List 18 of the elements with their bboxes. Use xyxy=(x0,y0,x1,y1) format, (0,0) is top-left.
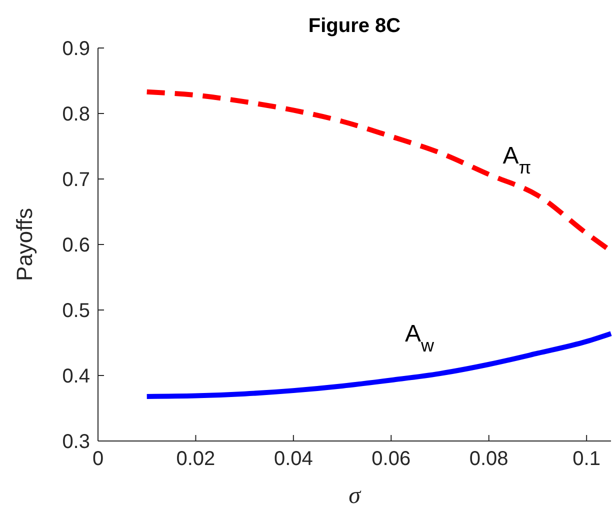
x-axis-title: σ xyxy=(348,483,362,509)
y-tick-label: 0.5 xyxy=(62,300,90,322)
y-tick-label: 0.8 xyxy=(62,104,90,126)
x-tick-label: 0.08 xyxy=(469,448,508,470)
series-label: A$_{w}$ xyxy=(405,320,436,356)
series-label: A$_{π}$ xyxy=(502,142,532,178)
chart-title: Figure 8C xyxy=(308,15,401,37)
x-tick-label: 0.02 xyxy=(176,448,216,470)
y-tick-label: 0.9 xyxy=(62,38,90,60)
x-tick-label: 0.06 xyxy=(372,448,411,470)
x-tick-label: 0.1 xyxy=(572,448,600,470)
y-tick-label: 0.3 xyxy=(62,431,90,453)
y-axis-title: Payoffs xyxy=(12,208,37,281)
y-tick-label: 0.7 xyxy=(62,169,90,191)
x-tick-label: 0 xyxy=(92,448,104,470)
y-tick-label: 0.4 xyxy=(62,366,90,388)
x-tick-label: 0.04 xyxy=(274,448,313,470)
y-tick-label: 0.6 xyxy=(62,234,90,256)
